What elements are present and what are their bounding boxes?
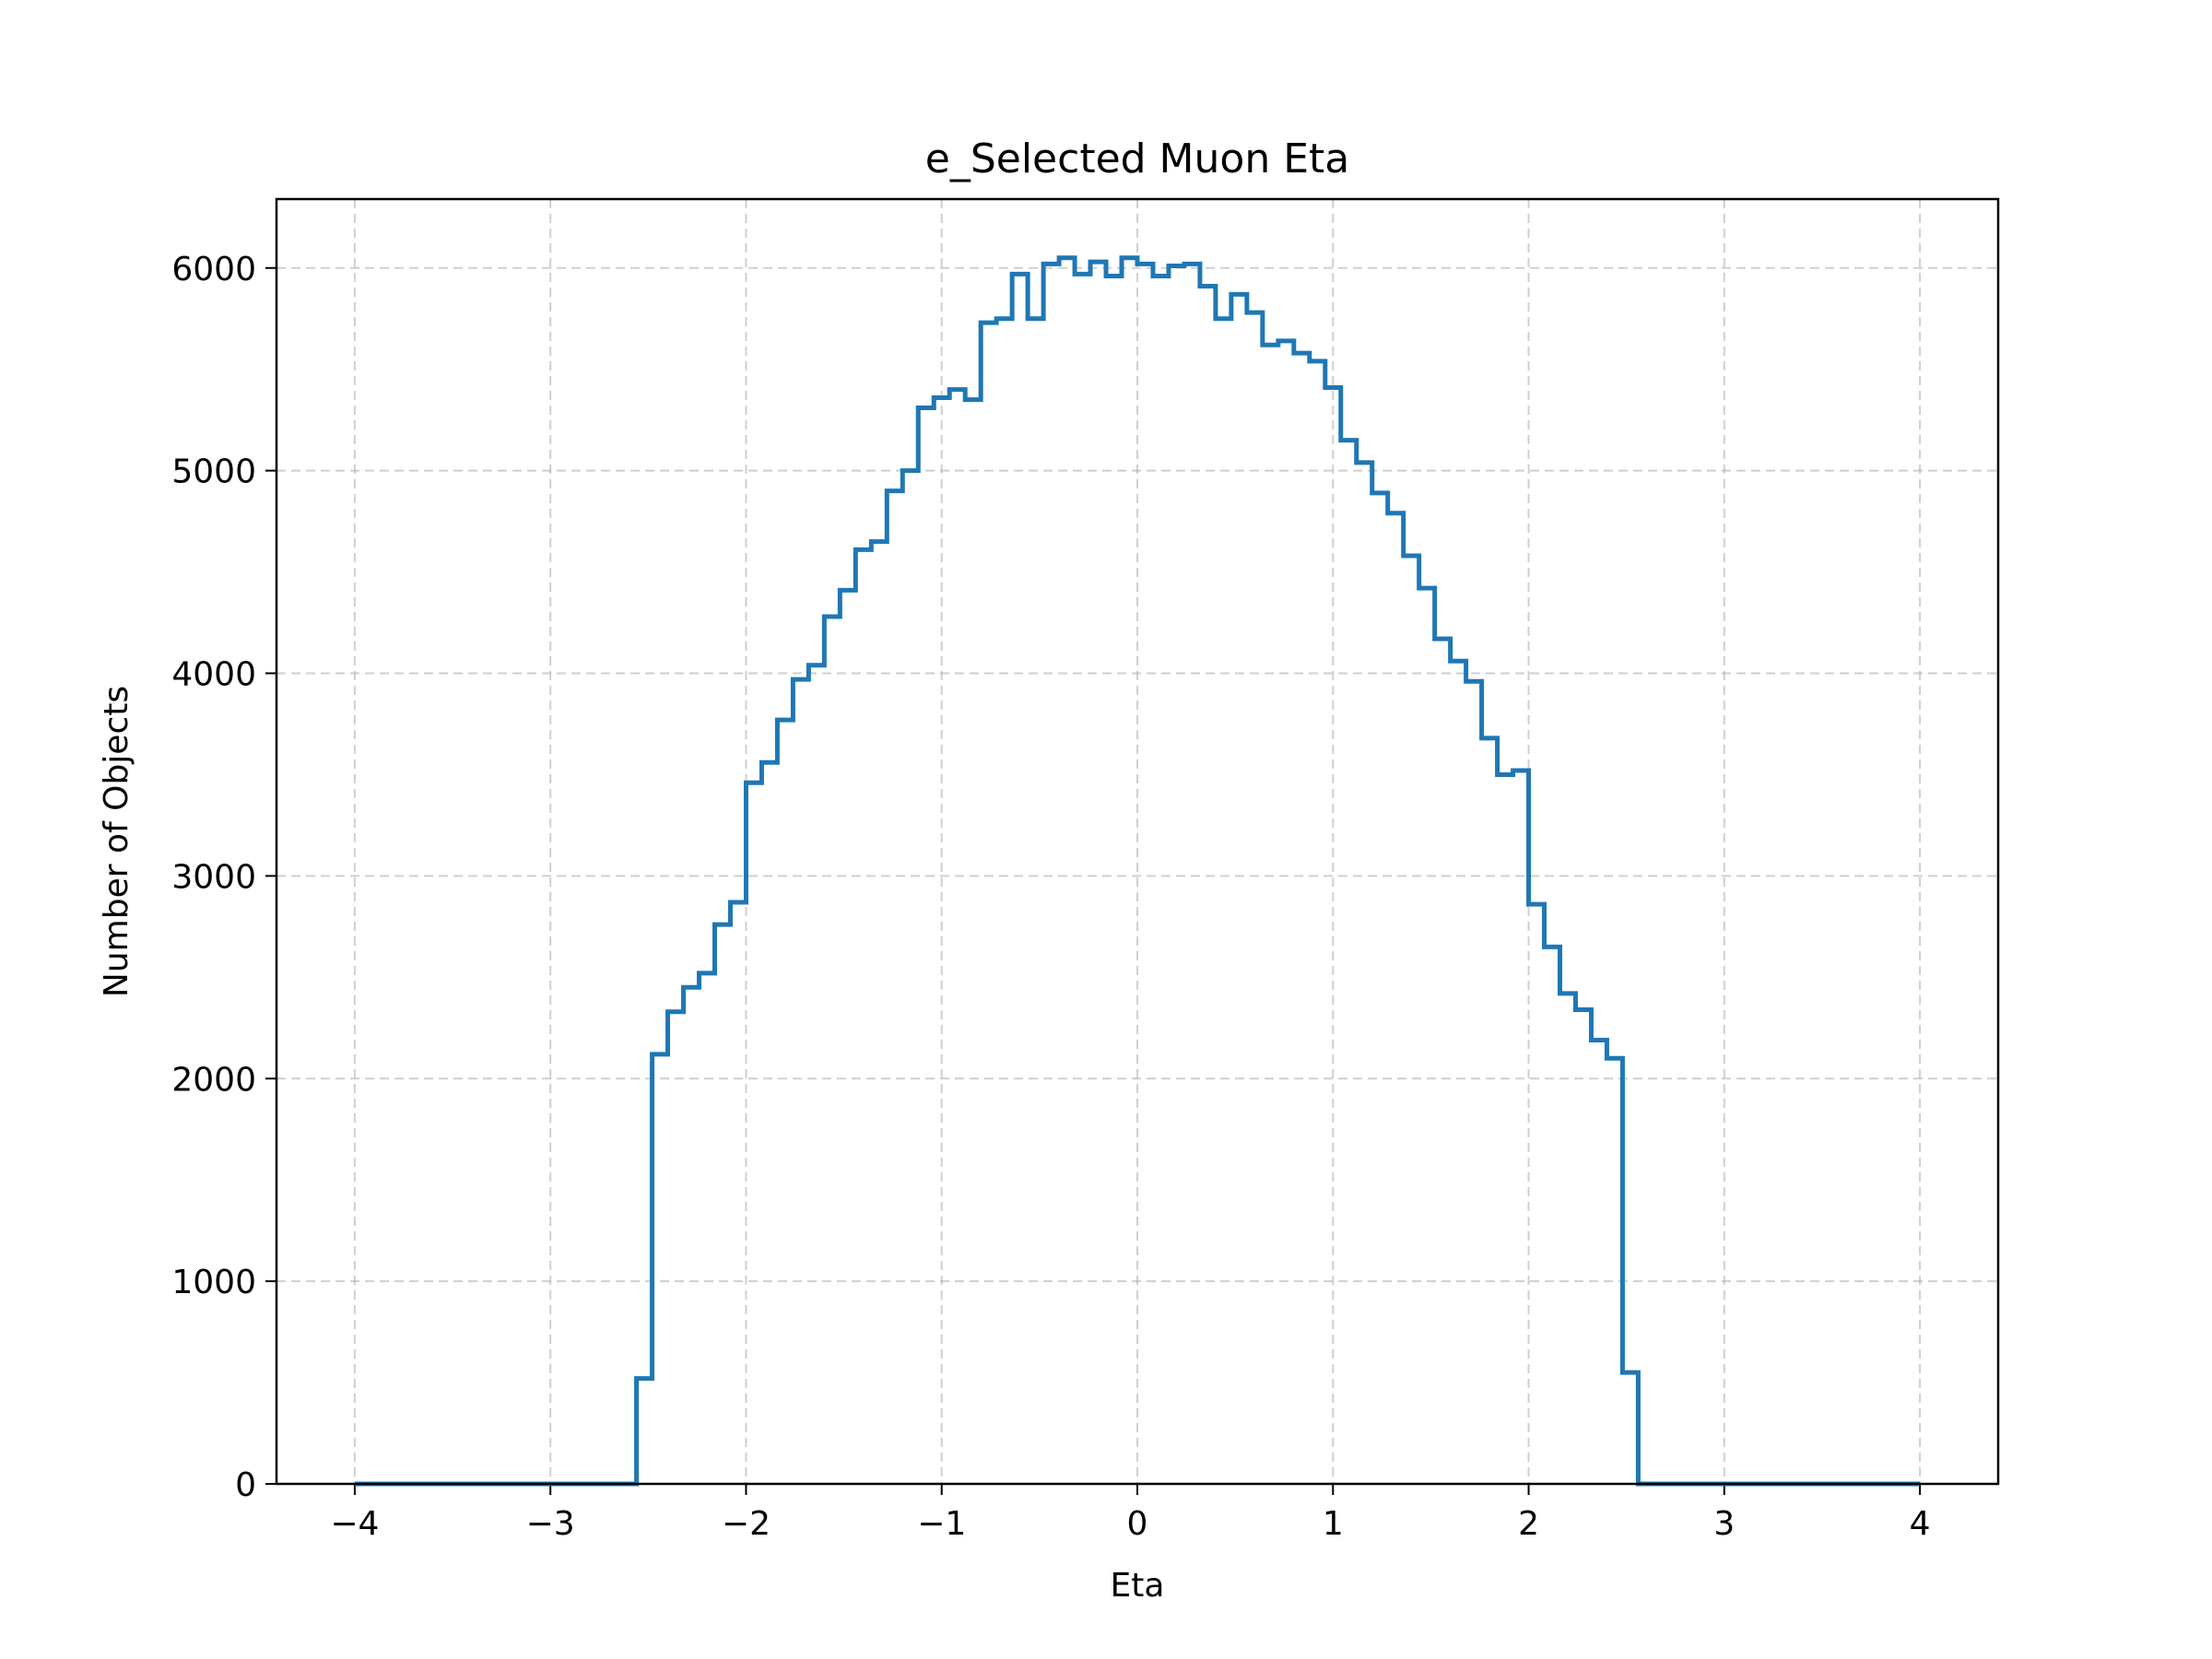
- plot-area-frame: [275, 197, 2000, 1486]
- x-tick-label: 0: [1127, 1505, 1148, 1543]
- x-tick-label: −1: [917, 1505, 966, 1543]
- x-tick-label: −2: [722, 1505, 771, 1543]
- histogram-step-series: [354, 255, 1921, 1487]
- y-tick-label: 1000: [171, 1264, 256, 1301]
- x-tick-label: 1: [1323, 1505, 1344, 1543]
- chart-title: e_Selected Muon Eta: [925, 135, 1349, 182]
- y-axis-label: Number of Objects: [98, 686, 135, 997]
- x-axis-label: Eta: [1111, 1567, 1165, 1605]
- x-tick-label: 4: [1910, 1505, 1931, 1543]
- y-tick-label: 5000: [171, 453, 256, 491]
- y-axis-ticks: 0 1000 2000 3000 4000 5000 6000: [171, 251, 276, 1504]
- y-tick-label: 3000: [171, 858, 256, 896]
- x-tick-label: −4: [330, 1505, 379, 1543]
- grid-lines: [276, 199, 1998, 1485]
- x-tick-label: 3: [1713, 1505, 1735, 1543]
- x-axis-ticks: −4 −3 −2 −1 0 1 2 3 4: [330, 1484, 1931, 1543]
- y-tick-label: 4000: [171, 656, 256, 694]
- y-tick-label: 6000: [171, 251, 256, 288]
- x-tick-label: 2: [1518, 1505, 1539, 1543]
- x-tick-label: −3: [526, 1505, 575, 1543]
- y-tick-label: 2000: [171, 1061, 256, 1099]
- y-tick-label: 0: [235, 1466, 256, 1504]
